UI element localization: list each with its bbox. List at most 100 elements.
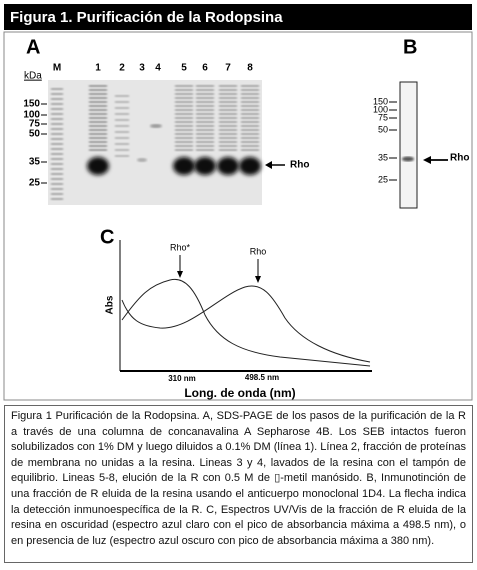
gel-band [89, 133, 107, 135]
gel-band [51, 93, 63, 95]
x-axis-label: Long. de onda (nm) [184, 386, 295, 400]
panel-label: B [403, 36, 417, 58]
gel-band [241, 137, 259, 139]
gel-band [51, 183, 63, 185]
lane-label: 7 [225, 63, 231, 74]
gel-band [241, 141, 259, 143]
gel-band [51, 113, 63, 115]
gel-band [173, 157, 195, 175]
gel-band [51, 128, 63, 130]
gel-band [219, 101, 237, 103]
gel-band [175, 101, 193, 103]
gel-band [196, 121, 214, 123]
gel-band [51, 148, 63, 150]
gel-band [219, 125, 237, 127]
gel-band [89, 125, 107, 127]
gel-band [51, 138, 63, 140]
gel-band [89, 105, 107, 107]
gel-band [89, 149, 107, 151]
gel-band [89, 137, 107, 139]
gel-band [115, 125, 129, 127]
marker-label: 50 [378, 124, 388, 134]
marker-label: 150 [373, 96, 388, 106]
spectrum [121, 278, 371, 367]
gel-band [89, 113, 107, 115]
panel-label: A [26, 36, 40, 58]
gel-band [51, 173, 63, 175]
gel-band [241, 145, 259, 147]
gel-band [175, 133, 193, 135]
gel-band [89, 141, 107, 143]
gel-band [115, 101, 129, 103]
gel-band [115, 155, 129, 157]
marker-label: 75 [378, 112, 388, 122]
lane-label: M [53, 63, 61, 74]
lane-label: 5 [181, 63, 187, 74]
gel-band [175, 113, 193, 115]
y-axis-label: Abs [105, 295, 116, 314]
gel-band [175, 117, 193, 119]
gel-band [196, 117, 214, 119]
gel-band [219, 97, 237, 99]
gel-band [196, 85, 214, 87]
gel-band [115, 131, 129, 133]
arrow [423, 156, 448, 164]
gel-band [89, 109, 107, 111]
gel-band [175, 109, 193, 111]
gel-band [51, 123, 63, 125]
gel-band [175, 125, 193, 127]
gel-band [241, 105, 259, 107]
arrow [265, 161, 285, 169]
gel-band [196, 145, 214, 147]
gel-band [51, 178, 63, 180]
header-title: Figura 1. Purificación de la Rodopsina [10, 9, 283, 26]
gel-band [196, 97, 214, 99]
gel-band [219, 105, 237, 107]
gel-band [175, 137, 193, 139]
gel-band [219, 145, 237, 147]
gel-band [196, 105, 214, 107]
gel-band [241, 113, 259, 115]
unit-label: kDa [24, 71, 42, 82]
lane-label: 8 [247, 63, 253, 74]
gel-band [115, 149, 129, 151]
lane-label: 4 [155, 63, 161, 74]
gel-band [217, 157, 239, 175]
figure: Figura 1. Purificación de la Rodopsina A… [3, 4, 473, 401]
gel-band [51, 103, 63, 105]
gel-band [219, 93, 237, 95]
gel-band [89, 93, 107, 95]
gel-band [241, 117, 259, 119]
gel-band [241, 89, 259, 91]
gel-band [51, 168, 63, 170]
gel-band [89, 121, 107, 123]
gel-band [196, 125, 214, 127]
gel-band [196, 113, 214, 115]
gel-band [175, 105, 193, 107]
gel-band [51, 118, 63, 120]
header-bar [4, 4, 472, 30]
gel-band [89, 97, 107, 99]
gel-band [51, 163, 63, 165]
gel-band [137, 158, 147, 162]
gel-band [89, 129, 107, 131]
figure-frame [3, 31, 473, 401]
gel-band [175, 97, 193, 99]
gel-band [196, 89, 214, 91]
gel-band [241, 149, 259, 151]
gel-band [241, 85, 259, 87]
gel-band [175, 89, 193, 91]
gel-band [219, 121, 237, 123]
gel-band [175, 85, 193, 87]
gel-band [51, 153, 63, 155]
gel-band [196, 149, 214, 151]
gel-band [219, 129, 237, 131]
marker-label: 35 [29, 157, 41, 168]
gel-band [89, 89, 107, 91]
gel-band [219, 113, 237, 115]
gel-band [51, 98, 63, 100]
gel-band [196, 133, 214, 135]
band-label: Rho [290, 160, 309, 171]
gel-band [175, 145, 193, 147]
axes [119, 240, 372, 372]
